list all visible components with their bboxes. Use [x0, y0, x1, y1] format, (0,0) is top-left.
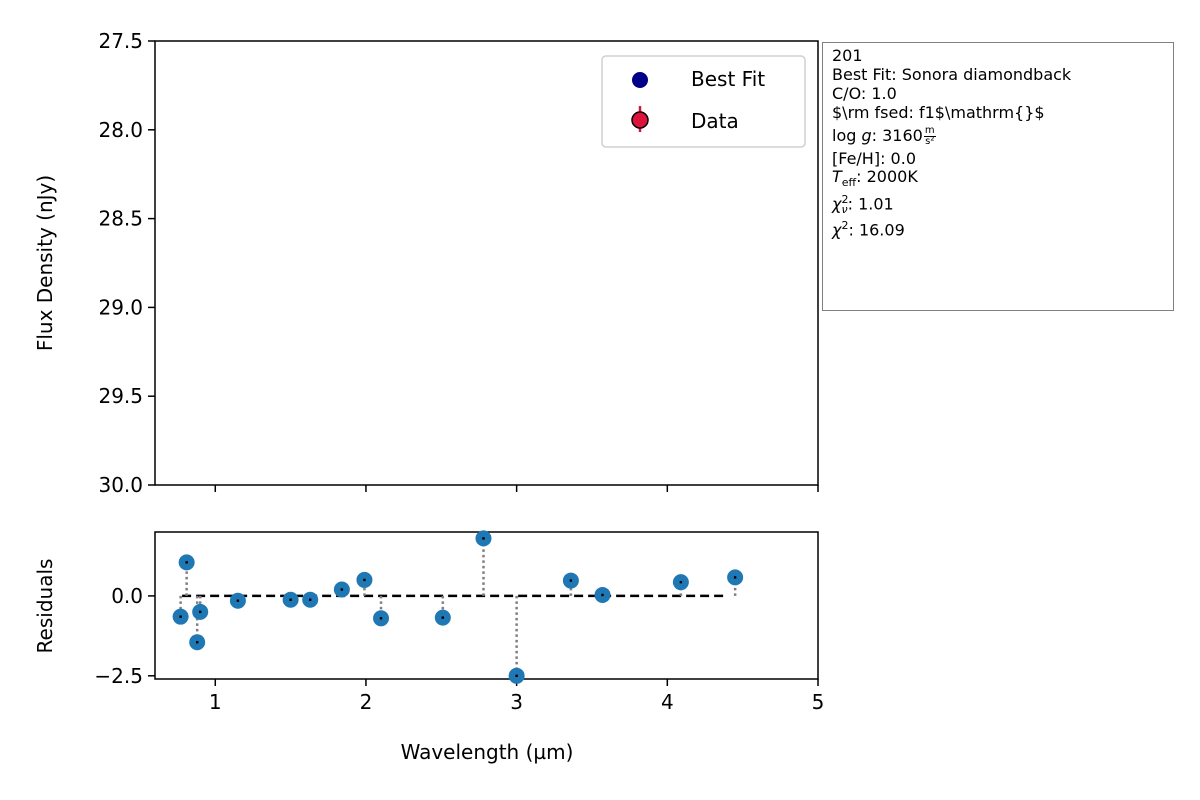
residuals-y-tick-label: −2.5: [94, 664, 143, 688]
residual-point-dot: [236, 599, 240, 602]
residuals-y-ticks: −2.5 0.0: [94, 584, 155, 688]
info-logg-unit: m s²: [923, 124, 936, 147]
main-y-tick-label: 28.5: [98, 207, 143, 231]
residual-point-dot: [601, 593, 604, 597]
residual-point-dot: [515, 674, 518, 678]
residual-point-dot: [441, 616, 445, 619]
main-x-ticks: [214, 485, 819, 492]
info-teff-var: T: [832, 167, 842, 187]
main-y-tick-label: 29.0: [98, 295, 143, 319]
residuals-y-axis-label: Residuals: [33, 559, 57, 654]
info-chinu-var: χ: [832, 193, 842, 213]
info-best-fit: Best Fit: Sonora diamondback: [832, 64, 1072, 84]
residuals-x-tick-label: 1: [209, 690, 222, 714]
residual-point-dot: [679, 580, 683, 584]
residual-point-dot: [199, 610, 202, 614]
info-chi2: χ2: 16.09: [832, 219, 1164, 240]
info-logg-unit-num: m: [923, 124, 936, 137]
info-feh: [Fe/H]: 0.0: [832, 148, 916, 168]
residual-point-dot: [363, 578, 366, 582]
x-axis-label: Wavelength (µm): [401, 740, 574, 764]
legend-marker-best-fit: [632, 72, 648, 88]
info-chi2-sup: 2: [841, 219, 849, 233]
residuals-x-ticks: 1 2 3 4 5: [209, 679, 824, 714]
fit-info-box: 201 Best Fit: Sonora diamondback C/O: 1.…: [822, 42, 1174, 311]
info-logg-unit-den: s²: [925, 135, 935, 147]
main-y-tick-label: 30.0: [98, 473, 143, 497]
residuals-x-tick-label: 4: [661, 690, 674, 714]
residuals-x-tick-label: 5: [812, 690, 825, 714]
info-chinu-value: : 1.01: [847, 193, 894, 213]
legend-label-best-fit: Best Fit: [691, 67, 765, 91]
info-logg: log g: 3160 m s²: [832, 124, 1164, 147]
legend-label-data: Data: [691, 109, 739, 133]
legend: Best Fit Data: [601, 55, 806, 148]
residuals-y-tick-label: 0.0: [111, 584, 143, 608]
info-chinu-sub: ν: [841, 203, 848, 217]
residual-point-dot: [195, 641, 199, 644]
residual-point-dot: [340, 588, 344, 591]
residuals-panel: −2.5 0.0 1 2 3 4 5 Residuals Wavelength (µm): [33, 530, 824, 764]
legend-marker-data: [631, 111, 649, 129]
residuals-x-tick-label: 3: [510, 690, 523, 714]
residual-point-dot: [289, 598, 292, 601]
legend-frame: [601, 55, 806, 148]
info-id: 201: [832, 46, 863, 65]
residual-point-dot: [733, 576, 737, 579]
residual-point-dot: [185, 561, 188, 564]
info-chinu: χ2ν: 1.01: [832, 192, 1164, 217]
info-teff-value: : 2000K: [856, 167, 918, 187]
info-co: C/O: 1.0: [832, 83, 897, 103]
residual-point-dot: [569, 579, 573, 582]
info-chinu-sup: 2: [841, 192, 849, 206]
residual-point-dot: [309, 598, 312, 601]
info-logg-value: : 3160: [871, 125, 923, 145]
main-y-tick-label: 29.5: [98, 384, 143, 408]
main-panel: 27.5 28.0 28.5 29.0 29.5 30.0 Flux Density (n…: [33, 29, 819, 497]
info-logg-label: log: [832, 125, 857, 145]
info-fsed: $\rm fsed: f1$\mathrm{}$: [832, 102, 1045, 122]
main-y-axis-label: Flux Density (nJy): [33, 175, 57, 351]
residual-point-dot: [179, 615, 182, 618]
residual-point-dot: [379, 617, 383, 620]
info-teff-sub: eff: [841, 176, 857, 190]
residuals-axes-frame: [154, 531, 819, 680]
info-logg-var: g: [861, 125, 872, 145]
main-y-ticks: 27.5 28.0 28.5 29.0 29.5 30.0: [98, 29, 155, 497]
info-chi2-var: χ: [832, 220, 842, 240]
residual-point-dot: [482, 537, 485, 540]
main-y-tick-label: 28.0: [98, 118, 143, 142]
residuals-points: [172, 530, 744, 684]
residuals-x-tick-label: 2: [360, 690, 373, 714]
main-y-tick-label: 27.5: [98, 29, 143, 53]
info-chi2-value: : 16.09: [848, 220, 905, 240]
info-teff: Teff: 2000K: [832, 167, 1164, 190]
